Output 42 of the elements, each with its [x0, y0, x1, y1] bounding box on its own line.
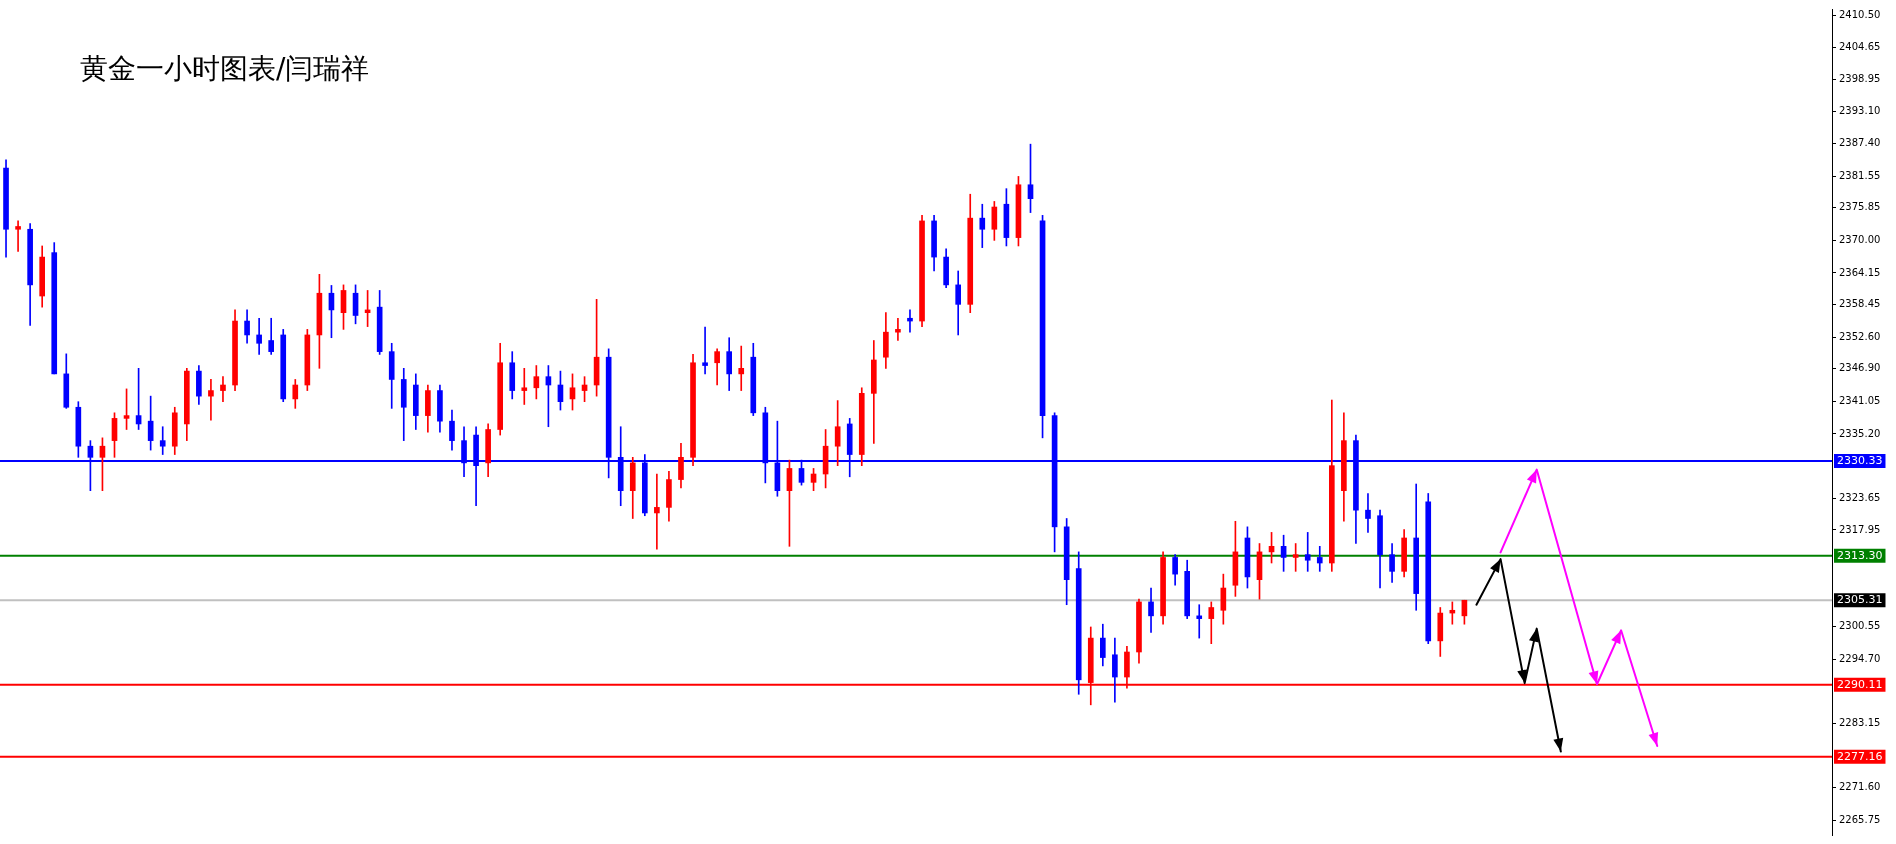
candlestick: [521, 367, 528, 405]
y-tick-label: 2271.60: [1839, 781, 1881, 793]
ref-line-label: 2305.31: [1837, 593, 1883, 607]
y-tick-label: 2300.55: [1839, 620, 1881, 632]
ref-line-label: 2313.30: [1837, 548, 1883, 562]
y-tick-label: 2265.75: [1839, 813, 1881, 825]
y-tick-label: 2364.15: [1839, 266, 1881, 278]
y-tick-label: 2381.55: [1839, 169, 1881, 181]
y-tick-label: 2323.65: [1839, 491, 1881, 503]
y-tick-label: 2352.60: [1839, 330, 1881, 342]
candlestick: [256, 317, 262, 355]
ref-line-label: 2290.11: [1837, 677, 1883, 691]
candlestick: [738, 345, 745, 391]
y-tick-label: 2283.15: [1839, 717, 1881, 729]
y-tick-label: 2404.65: [1839, 41, 1881, 53]
y-tick-label: 2398.95: [1839, 72, 1881, 84]
candlestick: [1196, 604, 1203, 639]
candlestick: [159, 426, 166, 455]
y-tick-label: 2294.70: [1839, 652, 1881, 664]
candlestick: [702, 326, 708, 375]
candlestick: [654, 473, 660, 550]
y-tick-label: 2387.40: [1839, 137, 1881, 149]
y-tick-label: 2341.05: [1839, 395, 1881, 407]
candlestick: [15, 220, 21, 252]
y-tick-label: 2358.45: [1839, 298, 1881, 310]
ref-line-label: 2330.33: [1837, 453, 1883, 467]
candlestick: [895, 317, 901, 341]
y-tick-label: 2393.10: [1839, 105, 1881, 117]
candlestick: [907, 309, 913, 333]
candlestick: [1365, 493, 1371, 533]
y-tick-label: 2370.00: [1839, 233, 1881, 245]
candlestick: [1316, 545, 1323, 572]
y-tick-label: 2410.50: [1839, 8, 1881, 20]
ref-line-label: 2277.16: [1837, 749, 1883, 763]
candlestick: [220, 376, 226, 403]
y-tick-label: 2317.95: [1839, 523, 1881, 535]
text: 黄金一小时图表/闫瑞祥: [80, 51, 370, 87]
y-tick-label: 2346.90: [1839, 362, 1881, 374]
candlestick: [1304, 532, 1311, 572]
y-tick-label: 2375.85: [1839, 201, 1881, 213]
y-tick-label: 2335.20: [1839, 427, 1881, 439]
candlestick: [208, 379, 214, 421]
